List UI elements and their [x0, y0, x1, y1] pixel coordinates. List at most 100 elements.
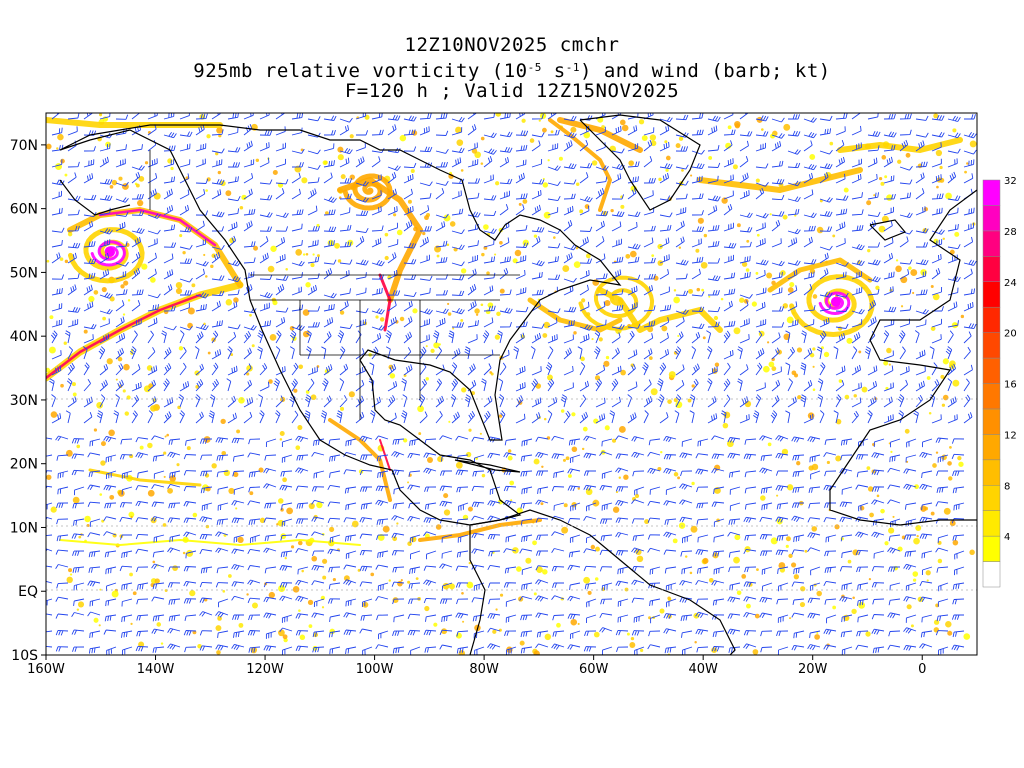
wind-barb — [963, 412, 973, 424]
wind-barb — [499, 289, 512, 296]
wind-barb — [567, 613, 581, 620]
wind-barb — [135, 485, 149, 491]
wind-barb — [323, 209, 336, 216]
wind-barb — [675, 364, 685, 376]
wind-barb — [264, 534, 277, 542]
wind-barb — [450, 394, 457, 408]
wind-barb — [208, 410, 215, 424]
wind-barb — [647, 517, 661, 523]
wind-barb — [899, 236, 909, 248]
wind-barb — [727, 628, 741, 635]
wind-barb — [375, 564, 389, 570]
wind-barb — [513, 346, 519, 360]
wind-barb — [275, 330, 282, 344]
wind-barb — [467, 178, 481, 184]
wind-barb — [723, 362, 731, 376]
wind-barb — [819, 128, 832, 136]
wind-barb — [456, 646, 469, 654]
wind-barb — [851, 382, 862, 392]
wind-barb — [403, 364, 413, 376]
wind-barb — [739, 131, 753, 137]
wind-barb — [179, 204, 190, 216]
wind-barb — [841, 614, 853, 623]
wind-barb — [761, 566, 773, 575]
wind-barb — [243, 324, 257, 331]
wind-barb — [467, 159, 479, 168]
wind-barb — [296, 502, 309, 509]
lon-label: 120W — [246, 662, 284, 677]
wind-barb — [883, 350, 894, 360]
wind-barb — [872, 646, 885, 654]
wind-barb — [807, 612, 821, 619]
wind-barb — [793, 566, 805, 575]
wind-barb — [547, 317, 558, 328]
wind-barb — [376, 454, 389, 462]
wind-barb — [647, 500, 661, 506]
wind-barb — [664, 518, 677, 525]
wind-barb — [867, 145, 880, 152]
wind-barb — [179, 330, 185, 344]
wind-barb — [89, 598, 101, 607]
wind-barb — [583, 565, 597, 572]
wind-barb — [499, 146, 513, 153]
wind-barb — [696, 486, 709, 493]
wind-barb — [835, 323, 849, 329]
wind-barb — [871, 628, 885, 635]
lat-label: 60N — [10, 202, 38, 218]
wind-barb — [451, 261, 465, 267]
wind-barb — [263, 596, 277, 603]
wind-barb — [952, 630, 965, 638]
wind-barb — [291, 223, 303, 232]
wind-barb — [871, 486, 885, 492]
wind-barb — [787, 114, 801, 120]
wind-barb — [915, 172, 925, 184]
wind-barb — [147, 213, 161, 219]
wind-barb — [903, 534, 917, 540]
wind-barb — [211, 129, 224, 136]
wind-barb — [803, 212, 817, 219]
wind-barb — [439, 629, 453, 635]
wind-barb — [553, 470, 565, 479]
wind-barb — [281, 614, 293, 623]
wind-barb — [632, 534, 645, 541]
wind-barb — [231, 437, 245, 444]
wind-barb — [760, 486, 773, 494]
wind-barb — [793, 534, 805, 543]
wind-barb — [419, 334, 430, 344]
wind-barb — [551, 486, 565, 492]
wind-barb — [952, 534, 965, 541]
wind-barb — [631, 518, 645, 524]
wind-barb — [135, 517, 149, 523]
wind-barb — [755, 382, 766, 392]
wind-barb — [744, 438, 757, 445]
wind-barb — [947, 330, 954, 344]
wind-barb — [627, 349, 638, 360]
wind-barb — [631, 451, 645, 459]
lat-label: 10N — [10, 520, 38, 536]
wind-barb — [135, 500, 149, 507]
wind-barb — [423, 597, 437, 604]
wind-barb — [697, 534, 709, 543]
wind-barb — [515, 193, 528, 200]
wind-barb — [259, 212, 273, 218]
wind-barb — [915, 132, 929, 138]
wind-barb — [679, 580, 693, 586]
wind-barb — [243, 379, 253, 392]
wind-barb — [263, 612, 277, 619]
wind-barb — [467, 410, 475, 424]
wind-barb — [51, 394, 56, 408]
wind-barb — [131, 227, 145, 234]
wind-barb — [211, 159, 223, 168]
wind-barb — [307, 205, 318, 216]
wind-barb — [98, 346, 106, 360]
wind-barb — [952, 470, 965, 477]
wind-barb — [723, 254, 734, 264]
lat-label: 50N — [10, 265, 38, 281]
wind-barb — [121, 470, 133, 479]
wind-barb — [887, 467, 901, 473]
wind-barb — [435, 180, 449, 186]
wind-barb — [487, 613, 501, 619]
wind-barb — [547, 207, 559, 216]
wind-barb — [809, 630, 821, 638]
wind-barb — [231, 595, 245, 601]
